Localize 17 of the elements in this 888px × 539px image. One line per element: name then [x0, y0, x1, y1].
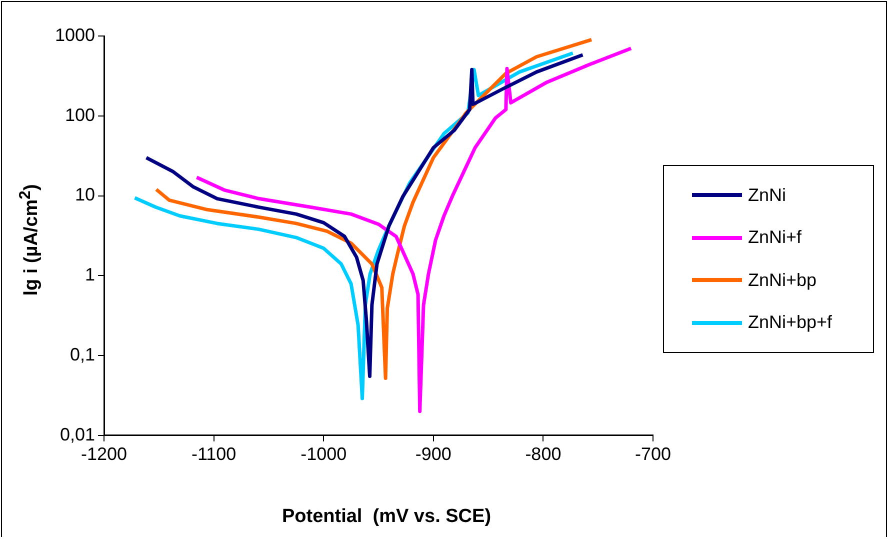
legend-label: ZnNi+bp — [748, 270, 817, 291]
x-tick-label: -900 — [415, 444, 452, 464]
x-tick-label: -1100 — [191, 444, 236, 464]
y-tick-label: 0,01 — [60, 424, 96, 444]
legend-label: ZnNi+f — [748, 227, 802, 248]
y-tick-label: 0,1 — [70, 344, 96, 364]
legend-label: ZnNi+bp+f — [748, 312, 832, 334]
x-tick-label: -700 — [634, 444, 672, 464]
y-tick-label: 1000 — [54, 24, 96, 45]
legend-label: ZnNi — [748, 184, 786, 206]
x-tick-label: -1000 — [300, 444, 347, 464]
y-tick-label: 1 — [85, 264, 96, 285]
x-axis-title: Potential (mV vs. SCE) — [280, 506, 492, 528]
y-tick-label: 100 — [64, 104, 96, 125]
x-tick-label: -1200 — [81, 444, 128, 464]
x-tick-label: -800 — [525, 444, 562, 464]
y-tick-label: 10 — [75, 184, 96, 205]
